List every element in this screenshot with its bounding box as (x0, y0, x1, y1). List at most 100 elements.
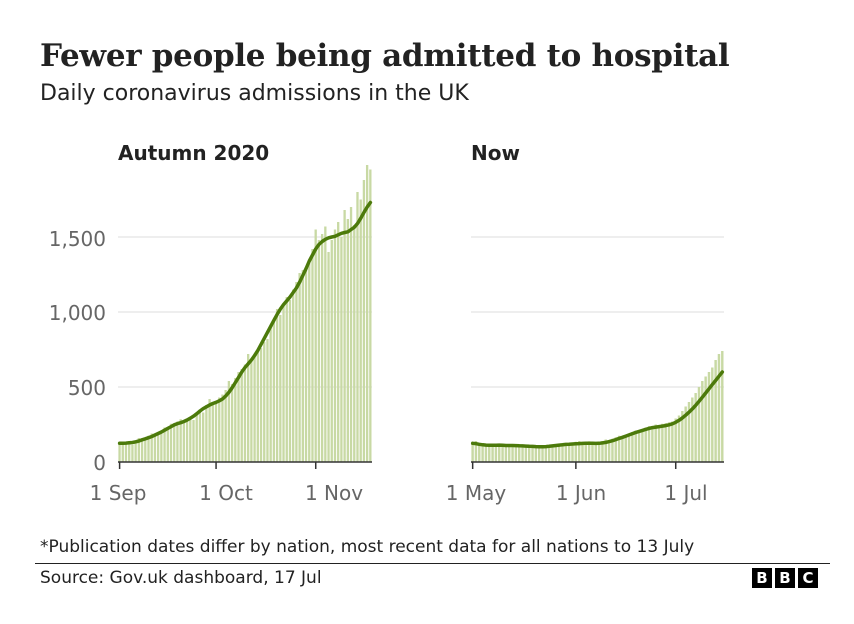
bar (356, 192, 359, 462)
bar (275, 309, 279, 462)
source-note: Source: Gov.uk dashboard, 17 Jul (40, 568, 322, 588)
bar (198, 409, 202, 462)
bar (279, 315, 282, 462)
bar (144, 440, 147, 462)
bar (282, 304, 285, 462)
bar (362, 180, 366, 462)
chart-subtitle: Daily coronavirus admissions in the UK (40, 81, 469, 106)
bar (211, 402, 214, 462)
bar (564, 443, 568, 462)
bar (707, 372, 711, 462)
bar (250, 360, 253, 462)
bar (511, 444, 514, 462)
bar (674, 418, 677, 462)
panel-autumn-2020: Autumn 2020 0 500 1,000 1,500 1 Sep 1 Oc… (49, 141, 373, 505)
bar (694, 393, 697, 462)
chart-area: Autumn 2020 0 500 1,000 1,500 1 Sep 1 Oc… (49, 141, 725, 505)
bar (498, 443, 501, 462)
bar (137, 438, 141, 462)
bar (176, 421, 179, 462)
bar (601, 441, 604, 462)
bar (333, 229, 337, 462)
bar (484, 444, 488, 462)
bar (295, 282, 298, 462)
bar (584, 442, 588, 462)
bar (667, 422, 671, 462)
bar (163, 427, 166, 462)
bar (471, 442, 474, 462)
bar (478, 445, 481, 462)
bbc-logo-letter: C (798, 568, 818, 588)
bar (253, 357, 256, 462)
bar (651, 426, 654, 462)
x-tick-label-1-oct: 1 Oct (199, 481, 253, 505)
bar (221, 394, 224, 462)
bar (687, 402, 691, 462)
panel-now: Now 1 May 1 Jun 1 Jul (446, 141, 725, 505)
x-tick-label-1-jun: 1 Jun (556, 481, 606, 505)
bar (134, 442, 137, 462)
bar (557, 445, 561, 462)
bar (531, 445, 534, 462)
bar (365, 165, 369, 462)
bar (269, 327, 272, 462)
bar (156, 432, 160, 462)
bar (697, 387, 701, 462)
bar (182, 423, 186, 462)
bar (330, 240, 333, 462)
bar (574, 441, 578, 462)
panel-title-now: Now (471, 141, 520, 165)
bar (504, 445, 508, 462)
bar (547, 445, 551, 462)
bar (637, 431, 641, 462)
bar (285, 297, 288, 462)
bar (169, 423, 173, 462)
bar (721, 351, 724, 462)
bar (205, 405, 208, 462)
bar (711, 367, 714, 462)
bar (641, 429, 644, 462)
bar (247, 354, 250, 462)
x-tick-label-1-jul: 1 Jul (664, 481, 707, 505)
bar (481, 443, 484, 462)
x-tick-label-1-nov: 1 Nov (305, 481, 363, 505)
y-tick-label-1000: 1,000 (49, 301, 106, 325)
bar (337, 222, 340, 462)
bar (349, 207, 353, 462)
bar (288, 300, 292, 462)
bar (201, 412, 205, 462)
bar (488, 446, 491, 462)
bar (654, 424, 657, 462)
bar (230, 384, 234, 462)
chart-title: Fewer people being admitted to hospital (40, 38, 730, 74)
bar (491, 444, 494, 462)
bar (340, 237, 343, 462)
bar (317, 240, 321, 462)
bar (534, 447, 538, 462)
bar (304, 267, 308, 462)
bar (369, 169, 372, 462)
x-tick-label-1-sep: 1 Sep (90, 481, 147, 505)
bar (298, 273, 301, 462)
bar (150, 433, 153, 462)
bar (118, 442, 121, 462)
bar (214, 403, 218, 462)
bar (324, 226, 327, 462)
bar (701, 381, 704, 462)
bar (551, 444, 554, 462)
bar (327, 252, 330, 462)
bar (657, 425, 661, 462)
bar (567, 442, 571, 462)
bar (147, 435, 150, 462)
bar (627, 433, 631, 462)
footnote: *Publication dates differ by nation, mos… (40, 537, 695, 557)
bar (240, 369, 243, 462)
bar (346, 219, 349, 462)
bar (140, 439, 144, 462)
bar (611, 438, 614, 462)
bar (514, 445, 518, 462)
bar (153, 436, 157, 462)
bar (301, 270, 304, 462)
seven-day-average-line (117, 200, 373, 446)
y-tick-label-500: 500 (68, 376, 106, 400)
